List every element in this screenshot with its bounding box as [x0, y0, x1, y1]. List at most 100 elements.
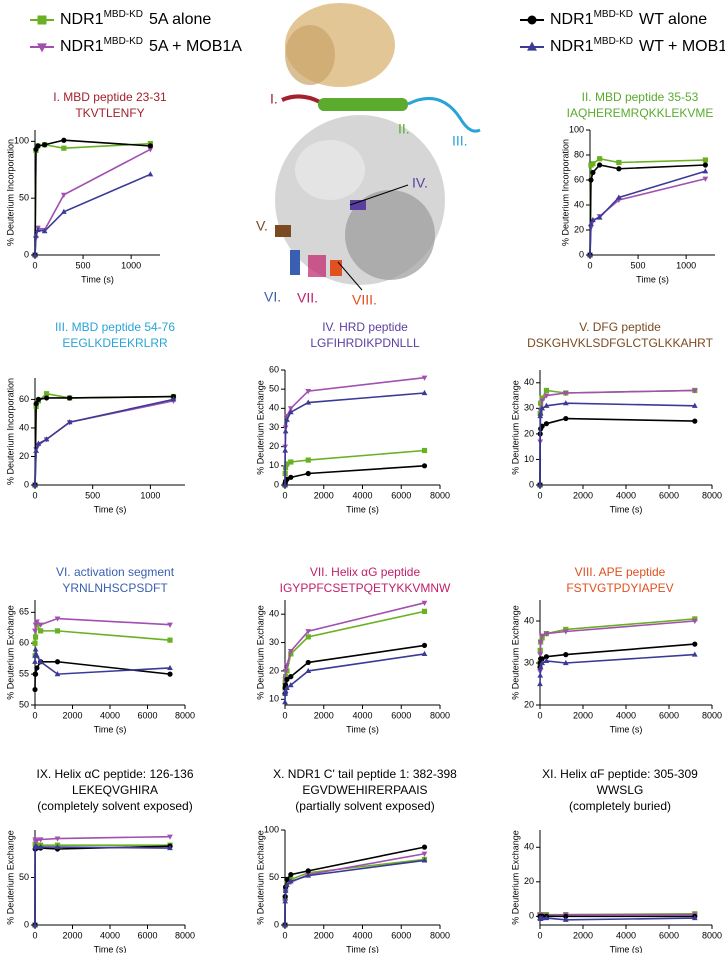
data-point [54, 616, 61, 622]
data-point [287, 406, 294, 412]
x-tick-label: 2000 [62, 930, 82, 940]
series-line [284, 610, 425, 689]
data-point [37, 837, 44, 843]
data-point [147, 147, 154, 153]
y-tick-label: 60 [269, 364, 279, 374]
x-tick-label: 4000 [352, 710, 372, 720]
data-point [167, 834, 173, 840]
data-point [691, 388, 698, 394]
x-axis-label: Time (s) [610, 944, 643, 953]
y-tick-label: 20 [524, 699, 534, 709]
x-axis-label: Time (s) [81, 274, 114, 284]
data-point [282, 687, 289, 693]
data-point [563, 415, 569, 422]
x-tick-label: 8000 [175, 710, 195, 720]
data-point [562, 659, 569, 666]
data-point [34, 665, 40, 671]
panel-title: DSKGHVKLSDFGLCTGLKKAHRT [527, 336, 713, 350]
data-point [147, 171, 154, 177]
series-line [34, 139, 151, 256]
y-axis-label: % Deuterium Incorporation [5, 139, 15, 246]
data-point [305, 659, 311, 666]
panel-title: WWSLG [597, 783, 644, 797]
y-tick-label: 40 [19, 422, 29, 432]
series-line [589, 170, 706, 256]
x-axis-label: Time (s) [346, 944, 379, 953]
x-tick-label: 4000 [616, 490, 636, 500]
structure-label: II. [398, 121, 410, 137]
data-point [284, 684, 290, 691]
x-tick-label: 6000 [391, 490, 411, 500]
y-tick-label: 20 [524, 428, 534, 438]
data-point [590, 169, 596, 176]
panel-title: (completely buried) [569, 799, 671, 813]
data-point [37, 843, 44, 850]
data-point [282, 699, 288, 705]
y-tick-label: 30 [524, 403, 534, 413]
x-tick-label: 6000 [137, 930, 157, 940]
data-point [587, 251, 593, 258]
y-tick-label: 40 [524, 377, 534, 387]
data-point [305, 868, 311, 874]
data-point [421, 375, 428, 381]
data-point [282, 668, 289, 675]
data-point [691, 618, 698, 625]
y-tick-label: 0 [529, 479, 534, 489]
x-tick-label: 1000 [676, 260, 696, 270]
data-point [539, 395, 545, 401]
x-tick-label: 0 [32, 930, 37, 940]
panel-title: YRNLNHSCPSDFT [62, 581, 168, 595]
data-point [288, 459, 294, 465]
data-point [32, 628, 39, 635]
series-line [34, 843, 170, 926]
data-point [543, 393, 550, 399]
data-point [34, 838, 40, 844]
data-point [537, 680, 543, 687]
data-point [702, 176, 709, 182]
data-point [305, 470, 311, 477]
data-point [702, 162, 708, 168]
y-tick-label: 20 [19, 451, 29, 461]
panel-title: X. NDR1 C' tail peptide 1: 382-398 [273, 767, 457, 781]
data-point [537, 672, 544, 678]
panel-title: VIII. APE peptide [575, 565, 666, 579]
series-line [539, 417, 695, 486]
x-tick-label: 0 [282, 710, 287, 720]
x-tick-label: 8000 [702, 930, 722, 940]
data-point [590, 161, 596, 167]
legend-label: NDR1MBD-KD 5A + MOB1A [60, 36, 242, 56]
data-point [616, 159, 622, 166]
panel-title: I. MBD peptide 23-31 [53, 90, 167, 104]
x-tick-label: 1000 [121, 260, 141, 270]
x-tick-label: 0 [282, 490, 287, 500]
panel-title: (partially solvent exposed) [295, 799, 434, 813]
x-tick-label: 2000 [314, 710, 334, 720]
data-point [54, 843, 61, 850]
y-tick-label: 100 [569, 124, 584, 134]
x-tick-label: 0 [32, 490, 37, 500]
y-axis-label: % Deuterium Exchange [510, 605, 520, 700]
legend-marker [37, 43, 47, 53]
data-point [282, 690, 289, 696]
data-point [305, 399, 312, 405]
x-tick-label: 6000 [659, 930, 679, 940]
data-point [67, 395, 73, 401]
legend-marker [527, 41, 537, 51]
data-point [305, 457, 311, 463]
data-point [421, 463, 428, 469]
legend-marker [37, 15, 47, 25]
y-tick-label: 10 [269, 694, 279, 704]
y-tick-label: 50 [19, 872, 29, 882]
x-tick-label: 500 [76, 260, 91, 270]
data-point [543, 654, 550, 660]
series-line [34, 845, 171, 926]
data-point [43, 395, 50, 401]
data-point [282, 447, 289, 453]
data-point [539, 659, 546, 666]
data-point [170, 396, 177, 402]
x-tick-label: 0 [537, 710, 542, 720]
y-tick-label: 20 [524, 876, 534, 886]
data-point [539, 656, 545, 662]
data-point [543, 402, 550, 408]
data-point [167, 844, 173, 851]
